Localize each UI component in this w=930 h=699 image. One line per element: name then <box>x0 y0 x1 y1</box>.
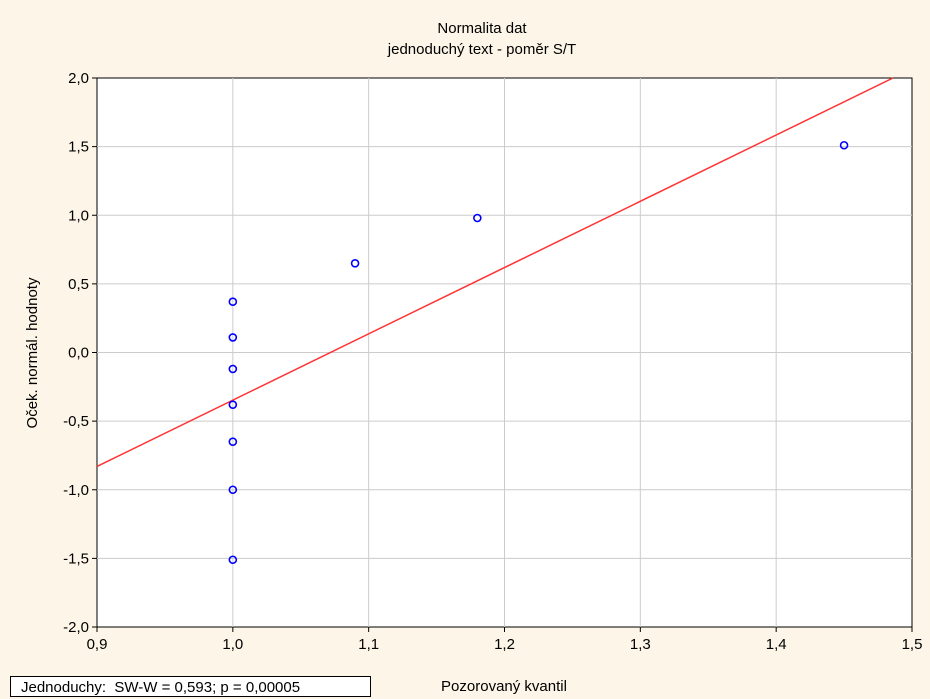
chart-subtitle: jednoduchý text - poměr S/T <box>387 41 576 58</box>
x-tick-label: 1,2 <box>494 636 515 653</box>
x-tick-label: 1,5 <box>902 636 923 653</box>
x-tick-label: 0,9 <box>87 636 108 653</box>
y-tick-label: -2,0 <box>63 619 89 636</box>
x-axis-label: Pozorovaný kvantil <box>441 678 567 695</box>
y-tick-label: 2,0 <box>68 70 89 87</box>
y-tick-label: 1,5 <box>68 139 89 156</box>
x-tick-label: 1,0 <box>222 636 243 653</box>
chart-title: Normalita dat <box>437 20 527 37</box>
y-tick-label: 0,5 <box>68 276 89 293</box>
y-axis-label: Oček. normál. hodnoty <box>24 277 41 428</box>
x-tick-label: 1,4 <box>766 636 787 653</box>
y-tick-label: -1,0 <box>63 482 89 499</box>
y-tick-label: -1,5 <box>63 550 89 567</box>
y-tick-label: 1,0 <box>68 207 89 224</box>
y-tick-label: -0,5 <box>63 413 89 430</box>
y-tick-label: 0,0 <box>68 345 89 362</box>
x-tick-label: 1,3 <box>630 636 651 653</box>
x-tick-label: 1,1 <box>358 636 379 653</box>
legend: Jednoduchy: SW-W = 0,593; p = 0,00005 <box>10 676 371 697</box>
